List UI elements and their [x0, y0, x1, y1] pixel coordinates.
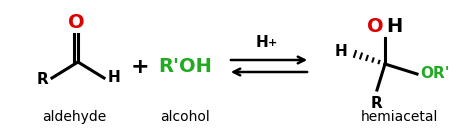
- Text: H: H: [255, 35, 268, 50]
- Text: alcohol: alcohol: [160, 110, 210, 124]
- Text: O: O: [367, 17, 384, 36]
- Text: H: H: [108, 70, 121, 86]
- Text: R: R: [36, 72, 48, 86]
- Text: hemiacetal: hemiacetal: [360, 110, 438, 124]
- Text: aldehyde: aldehyde: [42, 110, 106, 124]
- Text: H: H: [334, 44, 347, 60]
- Text: OR': OR': [420, 67, 449, 81]
- Text: R'OH: R'OH: [158, 58, 212, 77]
- Text: H: H: [386, 17, 402, 36]
- Text: R: R: [371, 96, 383, 111]
- Text: +: +: [131, 57, 149, 77]
- Text: +: +: [268, 38, 278, 48]
- Text: O: O: [68, 13, 84, 32]
